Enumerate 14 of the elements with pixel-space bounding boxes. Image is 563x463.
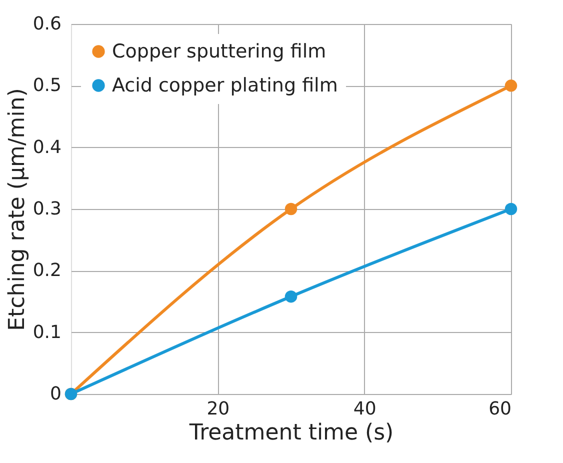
y-tick-label: 0.5 (32, 75, 62, 96)
legend-label: Copper sputtering film (112, 40, 326, 62)
y-tick-label: 0.2 (32, 260, 62, 282)
legend-label: Acid copper plating film (112, 74, 338, 96)
y-tick-label: 0.4 (32, 136, 62, 158)
y-tick-label: 0.3 (32, 198, 62, 220)
y-tick-label: 0.1 (32, 322, 62, 343)
x-tick-label: 20 (206, 398, 230, 420)
y-axis-title: Etching rate (μm/min) (4, 88, 30, 331)
x-axis-title: Treatment time (s) (188, 420, 394, 446)
y-tick-label: 0 (50, 384, 62, 404)
y-tick-label: 0.6 (32, 14, 62, 34)
x-tick-label: 60 (488, 398, 512, 420)
x-tick-label: 40 (353, 398, 376, 420)
